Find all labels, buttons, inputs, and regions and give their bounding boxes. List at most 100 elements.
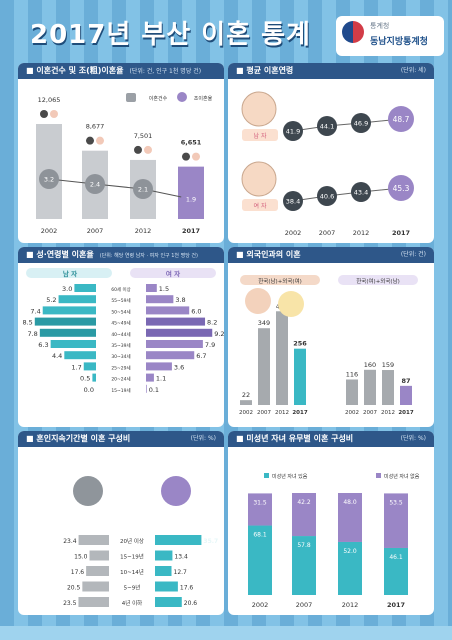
bar-2017-3 xyxy=(155,581,178,592)
age-line-0 xyxy=(292,118,402,132)
value-label-0-3: 256 xyxy=(293,340,307,348)
man-face-icon xyxy=(241,91,277,127)
bar-with-minor-2007 xyxy=(292,536,316,595)
value-label-0-1: 349 xyxy=(258,319,270,327)
female-bar-2 xyxy=(146,306,190,315)
bride-icon xyxy=(50,110,58,118)
rate-marker-2012 xyxy=(133,179,153,199)
age-value-0-2: 46.9 xyxy=(354,120,368,128)
panel-title-text: 외국인과의 이혼 xyxy=(246,250,301,259)
bride-icon xyxy=(96,136,104,145)
rate-label-2002: 3.2 xyxy=(44,176,54,184)
count-label-2007: 8,677 xyxy=(86,123,105,131)
duration-label-1: 15~19년 xyxy=(120,553,144,561)
female-bar-9 xyxy=(146,384,147,393)
bar-2017-1 xyxy=(155,550,173,561)
bride-icon xyxy=(144,145,152,154)
bar-1-2007 xyxy=(364,369,376,405)
age-label-6: 30~34세 xyxy=(111,353,130,360)
year-label-2007: 2007 xyxy=(319,229,336,237)
value-without-minor-2007: 42.2 xyxy=(297,499,311,506)
bar-2017-4 xyxy=(155,597,182,607)
value-2017-0: 35.7 xyxy=(203,538,218,545)
year-label-1-2: 2012 xyxy=(381,410,395,416)
bar-0-2017 xyxy=(294,348,306,405)
year-label-2002: 2002 xyxy=(285,229,302,237)
male-value-3: 8.5 xyxy=(22,319,32,327)
age-value-0-1: 44.1 xyxy=(320,123,334,131)
female-bar-8 xyxy=(146,373,154,382)
age-value-0-3: 48.7 xyxy=(393,115,410,124)
legend-label-with-minor: 미성년 자녀 있음 xyxy=(272,473,308,480)
male-value-8: 0.5 xyxy=(80,375,90,383)
duration-label-2: 10~14년 xyxy=(120,568,144,576)
age-label-5: 35~39세 xyxy=(111,342,130,349)
legend-swatch-without-minor xyxy=(376,473,381,478)
value-2017-2: 12.7 xyxy=(174,569,188,576)
age-marker-1-0 xyxy=(283,191,303,211)
panel-title: ■ 미성년 자녀 유무별 이혼 구성비 (단위: %) xyxy=(228,431,434,447)
panel-title: ■ 혼인지속기간별 이혼 구성비 (단위: %) xyxy=(18,431,224,447)
rate-marker-2017 xyxy=(181,189,201,209)
female-bar-0 xyxy=(146,284,157,292)
age-label-7: 25~29세 xyxy=(111,364,130,371)
value-with-minor-2007: 57.8 xyxy=(297,542,311,549)
male-bar-6 xyxy=(64,351,96,360)
value-2007-0: 23.4 xyxy=(63,538,77,545)
page-title: 2017년 부산 이혼 통계 xyxy=(30,20,311,50)
groom-icon xyxy=(182,152,190,161)
year-label-2012: 2012 xyxy=(135,227,152,235)
value-label-1-1: 160 xyxy=(364,361,376,369)
age-sex-chart: 남 자 여 자 60세 이상 3.0 1.5 55~59세 5.2 3.8 50~54세 7.4 6… xyxy=(22,268,224,394)
bar-2017-2 xyxy=(155,566,172,576)
groom-icon xyxy=(86,136,94,145)
age-value-1-1: 40.6 xyxy=(320,193,334,201)
female-value-1: 3.8 xyxy=(175,296,185,304)
panel-title-text: 성·연령별 이혼율 xyxy=(36,250,94,259)
bar-2007-1 xyxy=(89,550,109,561)
age-label-1: 55~59세 xyxy=(111,297,130,304)
footer-band xyxy=(0,626,452,640)
bar-0-2007 xyxy=(258,328,270,405)
bullet-icon: ■ xyxy=(236,434,247,443)
bar-with-minor-2002 xyxy=(248,525,272,595)
female-bar-3 xyxy=(146,317,206,326)
rate-marker-2007 xyxy=(85,174,105,194)
male-value-2: 7.4 xyxy=(30,307,40,315)
value-2007-4: 23.5 xyxy=(63,600,77,607)
panel-title: ■ 이혼건수 및 조(粗)이혼율 (단위: 건, 인구 1천 명당 건) xyxy=(18,63,224,79)
duration-label-3: 5~9년 xyxy=(124,584,141,592)
value-label-1-3: 87 xyxy=(401,377,410,385)
age-marker-1-2 xyxy=(351,182,371,202)
age-label-3: 45~49세 xyxy=(111,320,130,327)
value-without-minor-2017: 53.5 xyxy=(389,499,403,506)
male-bar-1 xyxy=(58,295,96,304)
female-bar-6 xyxy=(146,351,195,360)
panel-marriage-duration: ■ 혼인지속기간별 이혼 구성비 (단위: %) 20년 이상 23.4 35.7 15… xyxy=(18,431,224,615)
female-value-6: 6.7 xyxy=(196,352,206,360)
panel-title-text: 평균 이혼연령 xyxy=(246,66,294,75)
group-header-bg-0 xyxy=(240,275,320,285)
legend-label-count: 이혼건수 xyxy=(149,95,168,102)
foreign-woman-face-icon xyxy=(278,291,304,317)
logo-subtitle: 통계청 xyxy=(370,22,390,30)
group-label-1: 한국(여)+외국(남) xyxy=(356,277,400,285)
female-bar-4 xyxy=(146,328,213,337)
legend-swatch-count xyxy=(126,93,136,102)
female-value-8: 1.1 xyxy=(156,375,166,383)
panel-title-text: 미성년 자녀 유무별 이혼 구성비 xyxy=(246,434,354,443)
female-bar-1 xyxy=(146,295,174,304)
rate-label-2017: 1.9 xyxy=(186,196,196,204)
groom-icon xyxy=(40,110,48,118)
panel-unit: (단위: 해당 연령 남자 · 여자 인구 1천 명당 건) xyxy=(99,253,198,259)
year-label-2012: 2012 xyxy=(342,601,359,609)
foreign-divorce-chart: 한국(남)+외국(여)222002349200742620122562017한국… xyxy=(239,275,418,416)
year-label-2002: 2002 xyxy=(41,227,58,235)
panel-title: ■ 평균 이혼연령 (단위: 세) xyxy=(228,63,434,79)
gender-label-1: 여 자 xyxy=(254,202,267,210)
year-label-2017: 2017 xyxy=(387,601,405,609)
male-header-bg xyxy=(26,268,112,278)
value-without-minor-2012: 48.0 xyxy=(343,499,357,506)
female-value-4: 9.2 xyxy=(214,330,224,338)
male-value-4: 7.8 xyxy=(27,330,37,338)
